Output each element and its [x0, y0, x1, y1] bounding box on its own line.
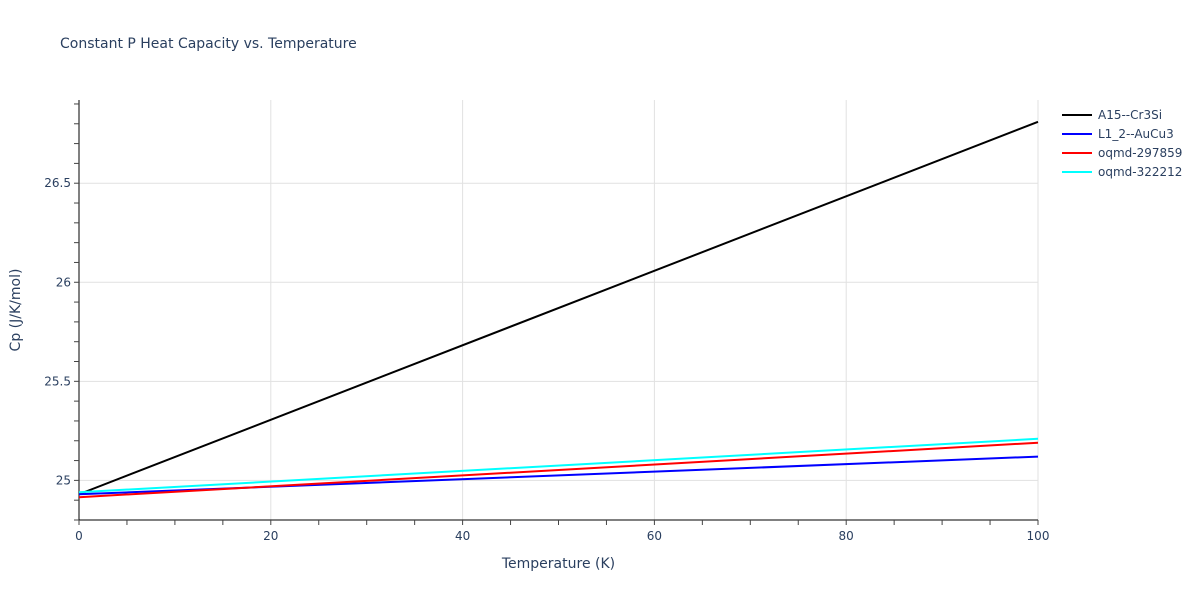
y-tick-label: 26.5 — [44, 176, 71, 190]
legend-item[interactable]: A15--Cr3Si — [1062, 105, 1182, 124]
legend-swatch-icon — [1062, 151, 1092, 154]
x-tick-label: 40 — [455, 529, 470, 543]
legend-item[interactable]: oqmd-322212 — [1062, 162, 1182, 181]
legend-swatch-icon — [1062, 170, 1092, 173]
chart-title: Constant P Heat Capacity vs. Temperature — [60, 36, 357, 52]
legend-label: oqmd-297859 — [1098, 145, 1183, 160]
y-tick-label: 25.5 — [44, 374, 71, 388]
legend-swatch-icon — [1062, 132, 1092, 135]
series-line[interactable] — [78, 441, 1039, 499]
y-tick-label: 25 — [56, 473, 71, 487]
x-tick-label: 60 — [647, 529, 662, 543]
y-axis-title: Cp (J/K/mol) — [8, 269, 24, 352]
x-tick-label: 80 — [839, 529, 854, 543]
legend-label: L1_2--AuCu3 — [1098, 126, 1174, 141]
x-tick-label: 20 — [263, 529, 278, 543]
legend-label: A15--Cr3Si — [1098, 107, 1163, 122]
series-line[interactable] — [78, 120, 1039, 496]
legend-item[interactable]: L1_2--AuCu3 — [1062, 124, 1182, 143]
legend-label: oqmd-322212 — [1098, 164, 1183, 179]
x-axis-title: Temperature (K) — [501, 556, 615, 572]
legend-swatch-icon — [1062, 113, 1092, 116]
legend: A15--Cr3Si L1_2--AuCu3 oqmd-297859 oqmd-322… — [1062, 105, 1182, 181]
series-line[interactable] — [78, 437, 1039, 494]
y-tick-label: 26 — [56, 275, 71, 289]
x-tick-label: 0 — [75, 529, 83, 543]
x-tick-label: 100 — [1027, 529, 1050, 543]
legend-item[interactable]: oqmd-297859 — [1062, 143, 1182, 162]
